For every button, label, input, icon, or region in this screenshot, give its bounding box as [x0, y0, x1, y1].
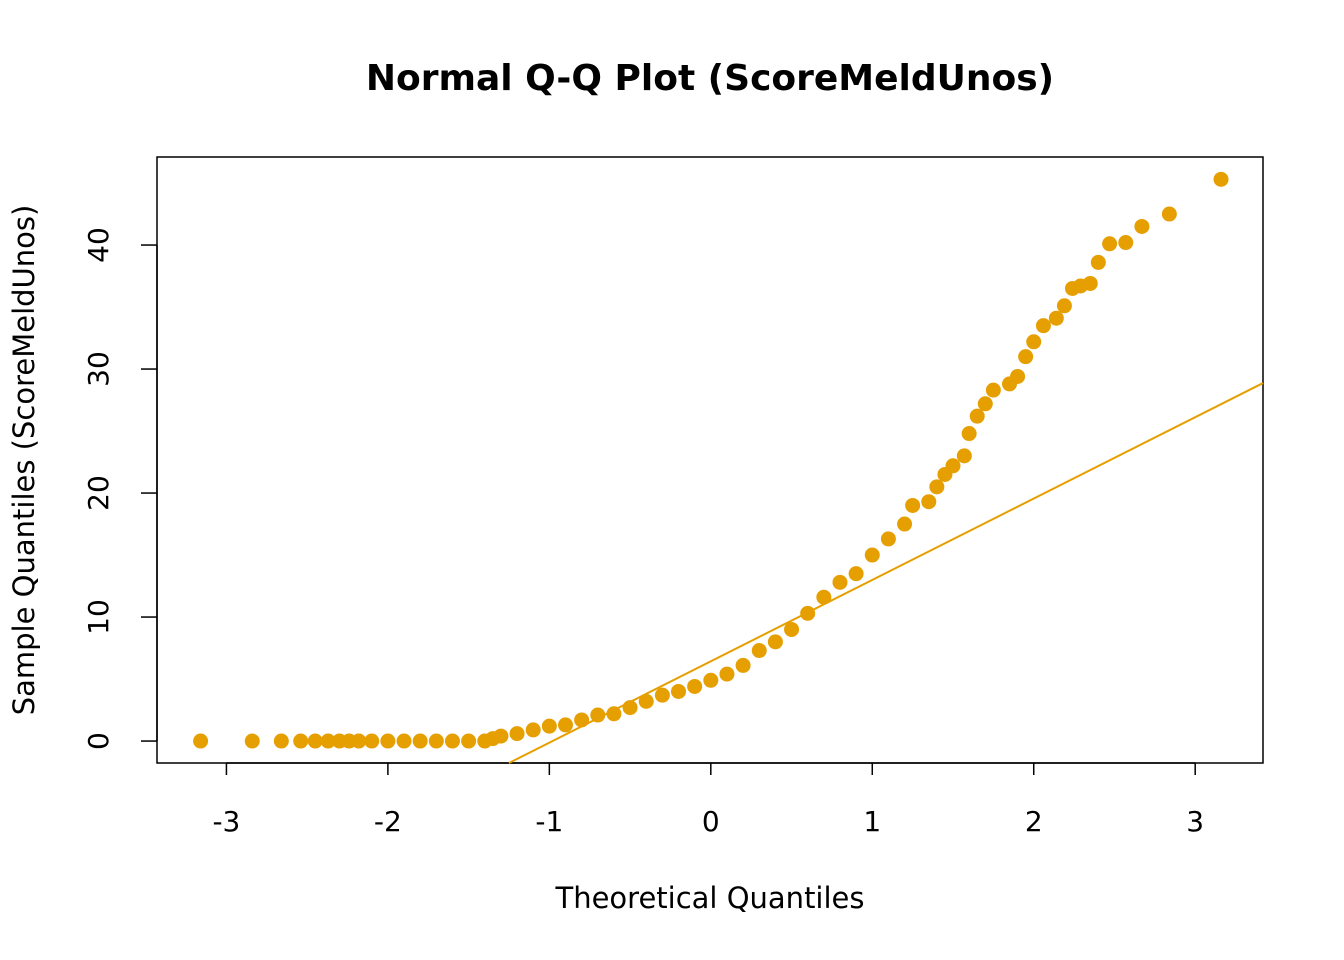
point	[307, 733, 323, 749]
point	[719, 666, 735, 682]
point	[816, 589, 832, 605]
point	[525, 722, 541, 738]
point	[832, 574, 848, 590]
point	[351, 733, 367, 749]
point	[784, 621, 800, 637]
point	[461, 733, 477, 749]
y-tick-label: 0	[82, 732, 115, 750]
x-tick-label: -1	[535, 805, 563, 838]
point	[364, 733, 380, 749]
point	[412, 733, 428, 749]
point	[1026, 334, 1042, 350]
point	[671, 683, 687, 699]
point	[977, 396, 993, 412]
point	[541, 718, 557, 734]
y-tick-label: 20	[82, 475, 115, 511]
point	[1134, 218, 1150, 234]
point	[735, 657, 751, 673]
x-axis-label: Theoretical Quantiles	[554, 881, 864, 915]
point	[880, 531, 896, 547]
point	[590, 707, 606, 723]
point	[444, 733, 460, 749]
point	[1161, 206, 1177, 222]
plot-frame	[156, 156, 1264, 764]
point	[969, 408, 985, 424]
point	[622, 700, 638, 716]
point	[1048, 310, 1064, 326]
x-tick-label: 3	[1186, 805, 1204, 838]
point	[244, 733, 260, 749]
point	[864, 547, 880, 563]
y-axis-label: Sample Quantiles (ScoreMeldUnos)	[7, 205, 41, 716]
point	[193, 733, 209, 749]
point	[1118, 235, 1134, 251]
point	[751, 643, 767, 659]
point	[293, 733, 309, 749]
point	[848, 566, 864, 582]
point	[574, 712, 590, 728]
point	[905, 497, 921, 513]
x-tick-label: -3	[212, 805, 240, 838]
point	[921, 494, 937, 510]
point	[985, 382, 1001, 398]
point	[1090, 254, 1106, 270]
point	[273, 733, 289, 749]
point	[687, 678, 703, 694]
chart-title: Normal Q-Q Plot (ScoreMeldUnos)	[366, 58, 1054, 99]
point	[1010, 368, 1026, 384]
point	[428, 733, 444, 749]
point	[956, 448, 972, 464]
x-tick-label: 1	[863, 805, 881, 838]
point	[606, 706, 622, 722]
x-tick-label: 2	[1025, 805, 1043, 838]
point	[320, 733, 336, 749]
point	[396, 733, 412, 749]
x-tick-label: 0	[702, 805, 720, 838]
qq-line	[508, 382, 1264, 764]
point	[929, 479, 945, 495]
point	[800, 605, 816, 621]
point	[897, 516, 913, 532]
point	[767, 634, 783, 650]
point	[1082, 275, 1098, 291]
point	[509, 726, 525, 742]
point	[654, 687, 670, 703]
point	[1035, 318, 1051, 334]
point	[703, 672, 719, 688]
y-tick-label: 30	[82, 351, 115, 387]
x-tick-label: -2	[374, 805, 402, 838]
point	[1056, 298, 1072, 314]
y-tick-label: 40	[82, 227, 115, 263]
point	[945, 458, 961, 474]
point	[493, 728, 509, 744]
point	[1102, 236, 1118, 252]
point	[1213, 171, 1229, 187]
point	[380, 733, 396, 749]
point	[638, 693, 654, 709]
point	[557, 717, 573, 733]
point	[1018, 349, 1034, 365]
point	[961, 426, 977, 442]
y-tick-label: 10	[82, 599, 115, 635]
